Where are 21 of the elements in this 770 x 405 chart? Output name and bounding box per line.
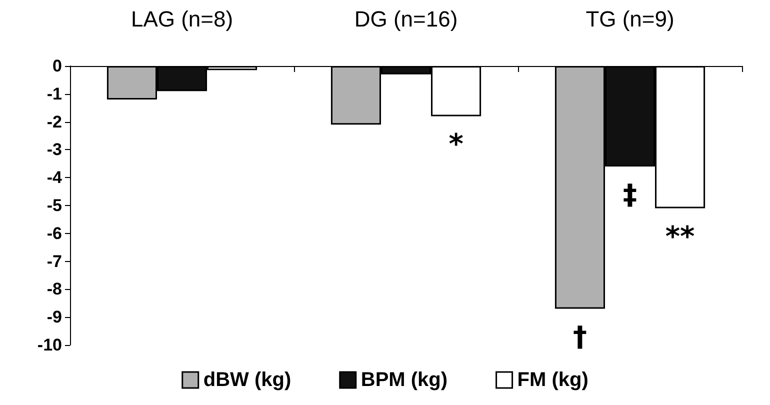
data-label: † xyxy=(572,320,587,354)
y-tick-label: -1 xyxy=(46,84,62,104)
y-tick-label: -7 xyxy=(46,252,62,271)
legend-label: BPM (kg) xyxy=(360,369,448,391)
data-label: * xyxy=(448,128,464,161)
y-tick-label: -3 xyxy=(46,140,62,160)
x-tick-label: TG (n=9) xyxy=(586,6,674,32)
x-tick-label: DG (n=16) xyxy=(354,6,458,32)
y-tick-label: -4 xyxy=(46,168,63,188)
y-tick-label: -8 xyxy=(46,280,62,299)
y-tick-label: -5 xyxy=(46,196,62,215)
y-tick-label: -10 xyxy=(37,336,62,354)
data-label: ‡ xyxy=(623,178,637,211)
y-tick-label: -2 xyxy=(46,112,62,132)
data-label: ** xyxy=(665,220,696,253)
y-tick-label: -9 xyxy=(46,308,62,327)
y-tick-label: 0 xyxy=(52,56,62,76)
x-tick-label: LAG (n=8) xyxy=(130,6,234,32)
y-tick-label: -6 xyxy=(46,224,62,243)
legend-label: dBW (kg) xyxy=(203,369,292,391)
legend-label: FM (kg) xyxy=(517,369,588,391)
